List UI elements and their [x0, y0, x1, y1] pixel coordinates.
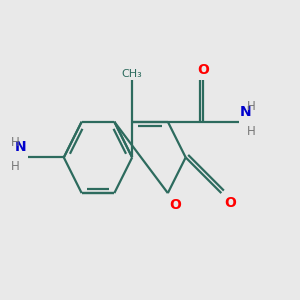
Text: N: N	[240, 105, 251, 119]
Text: O: O	[169, 198, 181, 212]
Text: CH₃: CH₃	[122, 69, 142, 79]
Text: H: H	[11, 160, 19, 173]
Text: H: H	[247, 125, 255, 138]
Text: N: N	[15, 140, 27, 154]
Text: H: H	[11, 136, 19, 148]
Text: O: O	[224, 196, 236, 210]
Text: O: O	[198, 63, 209, 77]
Text: H: H	[247, 100, 255, 113]
